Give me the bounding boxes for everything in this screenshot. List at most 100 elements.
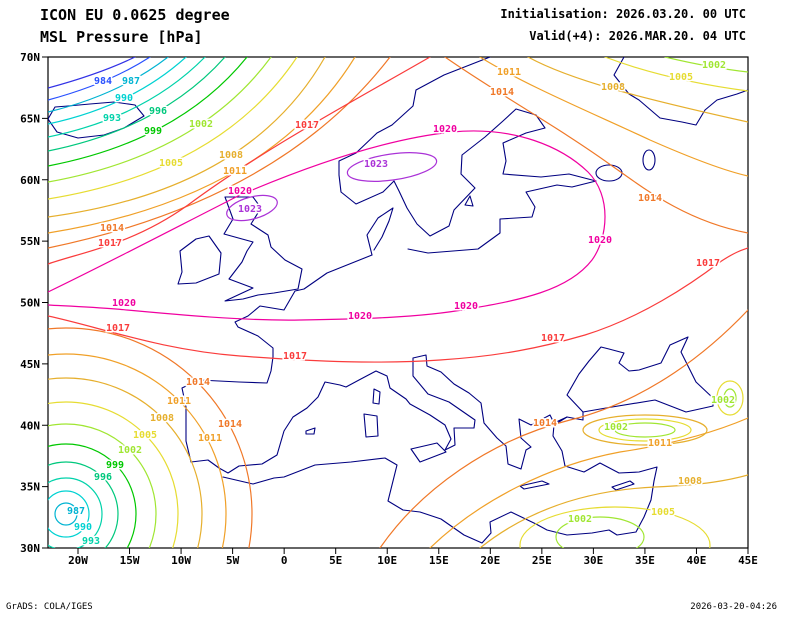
contour-label: 1017 bbox=[696, 258, 720, 269]
contour-line-990 bbox=[48, 57, 187, 125]
lat-tick-label: 50N bbox=[20, 297, 40, 310]
contour-label: 1017 bbox=[541, 333, 565, 344]
contour-label: 1017 bbox=[98, 238, 122, 249]
contour-line-996 bbox=[48, 461, 119, 548]
contour-line-1002 bbox=[723, 388, 737, 408]
contour-label: 1020 bbox=[433, 124, 457, 135]
contour-line-1011 bbox=[48, 353, 227, 548]
coast-denmark bbox=[366, 207, 394, 256]
contour-label: 1011 bbox=[223, 166, 247, 177]
contour-label: 987 bbox=[67, 506, 85, 517]
model-title: ICON EU 0.0625 degree bbox=[40, 6, 230, 24]
contour-label: 1014 bbox=[638, 193, 662, 204]
contour-line-993 bbox=[48, 57, 206, 138]
coast-black-sea bbox=[566, 336, 714, 413]
contour-label: 1002 bbox=[711, 395, 735, 406]
contour-line-1005 bbox=[48, 401, 179, 548]
lon-tick-label: 10W bbox=[171, 554, 191, 567]
contour-label: 1002 bbox=[604, 422, 628, 433]
contour-label: 1017 bbox=[295, 120, 319, 131]
contour-line-1008 bbox=[527, 57, 748, 123]
contour-line-1011 bbox=[479, 57, 748, 177]
lon-tick-label: 25E bbox=[532, 554, 552, 567]
contour-label: 1014 bbox=[490, 87, 514, 98]
contour-label: 1011 bbox=[167, 396, 191, 407]
contour-label: 1020 bbox=[454, 301, 478, 312]
contour-line-1008 bbox=[48, 377, 203, 548]
creation-timestamp: 2026-03-20-04:26 bbox=[690, 602, 777, 612]
contour-line-1017 bbox=[48, 247, 748, 363]
coast-kola-white-sea bbox=[613, 57, 748, 126]
lon-tick-label: 20W bbox=[68, 554, 88, 567]
contour-label: 984 bbox=[94, 76, 112, 87]
contour-line-993 bbox=[48, 477, 103, 548]
lon-tick-label: 0 bbox=[281, 554, 288, 567]
contour-label: 1014 bbox=[100, 223, 124, 234]
contour-line-1005 bbox=[604, 57, 748, 92]
contour-label: 1023 bbox=[238, 204, 262, 215]
axes: 70N 65N 60N 55N 50N 45N 40N 35N 30N 20W 15W 10W 5W 0 5… bbox=[20, 51, 758, 567]
contour-label: 1020 bbox=[112, 298, 136, 309]
contour-line-1014 bbox=[379, 309, 748, 548]
contour-label: 1020 bbox=[588, 235, 612, 246]
contour-line-1005 bbox=[48, 57, 298, 200]
contour-label: 1017 bbox=[106, 323, 130, 334]
contour-line-1002 bbox=[614, 422, 676, 438]
lon-tick-label: 10E bbox=[377, 554, 397, 567]
coast-africa-levant bbox=[222, 416, 658, 544]
contour-label: 1011 bbox=[497, 67, 521, 78]
contour-label: 1008 bbox=[219, 150, 243, 161]
contour-label: 1014 bbox=[533, 418, 557, 429]
contour-label: 1014 bbox=[218, 419, 242, 430]
valid-time: Valid(+4): 2026.MAR.20. 04 UTC bbox=[529, 29, 746, 43]
contour-label: 999 bbox=[144, 126, 162, 137]
contour-label: 1002 bbox=[702, 60, 726, 71]
contour-line-1011 bbox=[429, 417, 748, 548]
contour-label: 993 bbox=[82, 536, 100, 547]
contour-line-981 bbox=[48, 57, 136, 89]
contour-label: 1008 bbox=[678, 476, 702, 487]
contour-label: 996 bbox=[149, 106, 167, 117]
contour-label: 1005 bbox=[133, 430, 157, 441]
contour-label: 1023 bbox=[364, 159, 388, 170]
contour-label: 1020 bbox=[228, 186, 252, 197]
contour-label: 990 bbox=[74, 522, 92, 533]
lon-tick-label: 15W bbox=[120, 554, 140, 567]
contour-label: 1002 bbox=[189, 119, 213, 130]
contour-line-1002 bbox=[555, 516, 645, 548]
lat-tick-label: 60N bbox=[20, 174, 40, 187]
lon-tick-label: 15E bbox=[429, 554, 449, 567]
lat-tick-label: 65N bbox=[20, 112, 40, 125]
init-time: Initialisation: 2026.03.20. 00 UTC bbox=[500, 7, 746, 21]
contour-line-1005 bbox=[716, 380, 744, 416]
contour-label: 1005 bbox=[669, 72, 693, 83]
contour-label: 1011 bbox=[648, 438, 672, 449]
contour-line-1002 bbox=[48, 423, 157, 548]
lon-tick-label: 45E bbox=[738, 554, 758, 567]
coast-iceland bbox=[48, 101, 145, 139]
contour-line-987 bbox=[48, 57, 169, 113]
contour-label: 1002 bbox=[568, 514, 592, 525]
contour-line-1002 bbox=[664, 57, 748, 73]
lon-tick-label: 5E bbox=[329, 554, 342, 567]
contour-line-1005 bbox=[519, 506, 711, 548]
contour-line-1014 bbox=[444, 57, 748, 234]
contour-line-1008 bbox=[479, 474, 748, 548]
coast-scandinavia bbox=[338, 57, 597, 254]
contour-line-1014 bbox=[48, 57, 391, 249]
field-title: MSL Pressure [hPa] bbox=[40, 28, 203, 46]
coast-britain bbox=[223, 196, 303, 302]
contour-line-999 bbox=[48, 443, 137, 548]
contour-label: 1008 bbox=[150, 413, 174, 424]
coast-continent bbox=[181, 254, 584, 474]
lon-tick-label: 35E bbox=[635, 554, 655, 567]
contour-line-1011 bbox=[48, 57, 356, 234]
contour-label: 990 bbox=[115, 93, 133, 104]
lat-tick-label: 45N bbox=[20, 358, 40, 371]
grads-credit: GrADS: COLA/IGES bbox=[6, 602, 93, 612]
lat-tick-label: 35N bbox=[20, 481, 40, 494]
contour-line-1005 bbox=[598, 418, 692, 442]
contour-line-1017 bbox=[48, 57, 431, 265]
lat-tick-label: 55N bbox=[20, 235, 40, 248]
